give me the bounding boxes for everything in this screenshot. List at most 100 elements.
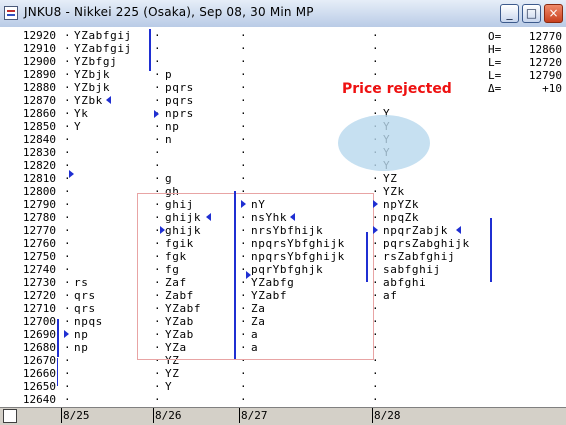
window-title: JNKU8 - Nikkei 225 (Osaka), Sep 08, 30 M… — [24, 5, 314, 19]
grid-dot: · — [64, 94, 71, 107]
date-axis: 8/25 8/26 8/27 8/28 — [0, 407, 566, 425]
tpo-letters-c3: a — [251, 328, 259, 341]
profile-row: 12870 · · · · YZbk pqrs — [0, 94, 566, 107]
tpo-letters-c2: Zaf — [165, 276, 187, 289]
grid-dot: · — [240, 133, 247, 146]
price-label: 12850 — [22, 120, 56, 133]
profile-row: 12750 · · · · fgk npqrsYbfghijk rsZabfghij — [0, 250, 566, 263]
grid-dot: · — [240, 68, 247, 81]
price-label: 12790 — [22, 198, 56, 211]
profile-row: 12920 · · · · YZabfgij — [0, 29, 566, 42]
tpo-letters-c4: npYZk — [383, 198, 420, 211]
close-button[interactable]: × — [544, 4, 563, 23]
grid-dot: · — [154, 328, 161, 341]
tpo-letters-c2: YZ — [165, 354, 180, 367]
stat-label: O= — [488, 30, 502, 43]
grid-dot: · — [64, 107, 71, 120]
stat-label: Δ= — [488, 82, 502, 95]
app-icon[interactable] — [4, 6, 18, 20]
open-marker — [69, 170, 74, 178]
grid-dot: · — [240, 159, 247, 172]
tpo-letters-c1: Yk — [74, 107, 89, 120]
tpo-letters-c2: YZa — [165, 341, 187, 354]
tpo-letters-c4: YZ — [383, 172, 398, 185]
grid-dot: · — [64, 185, 71, 198]
stat-label: L= — [488, 56, 502, 69]
tpo-letters-c2: YZab — [165, 315, 194, 328]
stat-value: 12770 — [528, 30, 562, 43]
price-label: 12710 — [22, 302, 56, 315]
grid-dot: · — [64, 172, 71, 185]
open-marker — [160, 226, 165, 234]
tpo-letters-c1: rs — [74, 276, 89, 289]
stat-value: 12860 — [528, 43, 562, 56]
tpo-letters-c2: fgik — [165, 237, 194, 250]
price-label: 12890 — [22, 68, 56, 81]
grid-dot: · — [154, 315, 161, 328]
tpo-letters-c2: YZabf — [165, 302, 202, 315]
price-label: 12780 — [22, 211, 56, 224]
profile-row: 12670 · · · · YZ — [0, 354, 566, 367]
profile-row: 12680 · · · · np YZa a — [0, 341, 566, 354]
grid-dot: · — [372, 328, 379, 341]
title-bar[interactable]: JNKU8 - Nikkei 225 (Osaka), Sep 08, 30 M… — [0, 0, 566, 28]
grid-dot: · — [64, 29, 71, 42]
grid-dot: · — [154, 289, 161, 302]
tpo-letters-c3: npqrsYbfghijk — [251, 237, 345, 250]
profile-row: 12780 · · · · ghijk nsYhk npqZk — [0, 211, 566, 224]
price-label: 12650 — [22, 380, 56, 393]
grid-dot: · — [372, 341, 379, 354]
grid-dot: · — [154, 237, 161, 250]
market-profile-plot[interactable]: 12920 · · · · YZabfgij 12910 · · · · YZabfgij 12900 ·… — [0, 27, 566, 407]
profile-row: 12660 · · · · YZ — [0, 367, 566, 380]
maximize-button[interactable]: □ — [522, 4, 541, 23]
grid-dot: · — [240, 393, 247, 406]
minimize-button[interactable]: _ — [500, 4, 519, 23]
grid-dot: · — [64, 237, 71, 250]
grid-dot: · — [64, 159, 71, 172]
grid-dot: · — [64, 42, 71, 55]
price-label: 12730 — [22, 276, 56, 289]
tpo-letters-c2: pqrs — [165, 81, 194, 94]
tpo-letters-c2: ghijk — [165, 211, 202, 224]
grid-dot: · — [154, 94, 161, 107]
price-label: 12700 — [22, 315, 56, 328]
tpo-letters-c4: npqrZabjk — [383, 224, 449, 237]
grid-dot: · — [240, 328, 247, 341]
grid-dot: · — [64, 81, 71, 94]
tpo-letters-c4: rsZabfghij — [383, 250, 456, 263]
tpo-letters-c4: af — [383, 289, 398, 302]
grid-dot: · — [372, 237, 379, 250]
grid-dot: · — [154, 172, 161, 185]
close-marker — [206, 213, 211, 221]
date-label-8-25: 8/25 — [61, 408, 90, 423]
price-label: 12760 — [22, 237, 56, 250]
grid-dot: · — [372, 367, 379, 380]
grid-dot: · — [240, 107, 247, 120]
grid-dot: · — [154, 276, 161, 289]
tpo-letters-c3: nY — [251, 198, 266, 211]
price-label: 12770 — [22, 224, 56, 237]
grid-dot: · — [64, 393, 71, 406]
axis-corner-box[interactable] — [3, 409, 17, 423]
stat-row: L= 12790 — [488, 69, 566, 82]
grid-dot: · — [154, 198, 161, 211]
price-label: 12670 — [22, 354, 56, 367]
tpo-letters-c4: npqZk — [383, 211, 420, 224]
price-label: 12740 — [22, 263, 56, 276]
session-bar-8-25-low — [57, 319, 59, 357]
tpo-letters-c1: npqs — [74, 315, 103, 328]
tpo-letters-c4: Y — [383, 107, 391, 120]
tpo-letters-c2: g — [165, 172, 173, 185]
tpo-letters-c2: fgk — [165, 250, 187, 263]
grid-dot: · — [154, 393, 161, 406]
profile-row: 12740 · · · · fg pqrYbfghjk sabfghij — [0, 263, 566, 276]
rejection-highlight-ellipse — [338, 115, 430, 171]
stat-row: H= 12860 — [488, 43, 566, 56]
grid-dot: · — [154, 250, 161, 263]
grid-dot: · — [154, 263, 161, 276]
grid-dot: · — [372, 81, 379, 94]
grid-dot: · — [154, 55, 161, 68]
grid-dot: · — [372, 380, 379, 393]
price-label: 12820 — [22, 159, 56, 172]
